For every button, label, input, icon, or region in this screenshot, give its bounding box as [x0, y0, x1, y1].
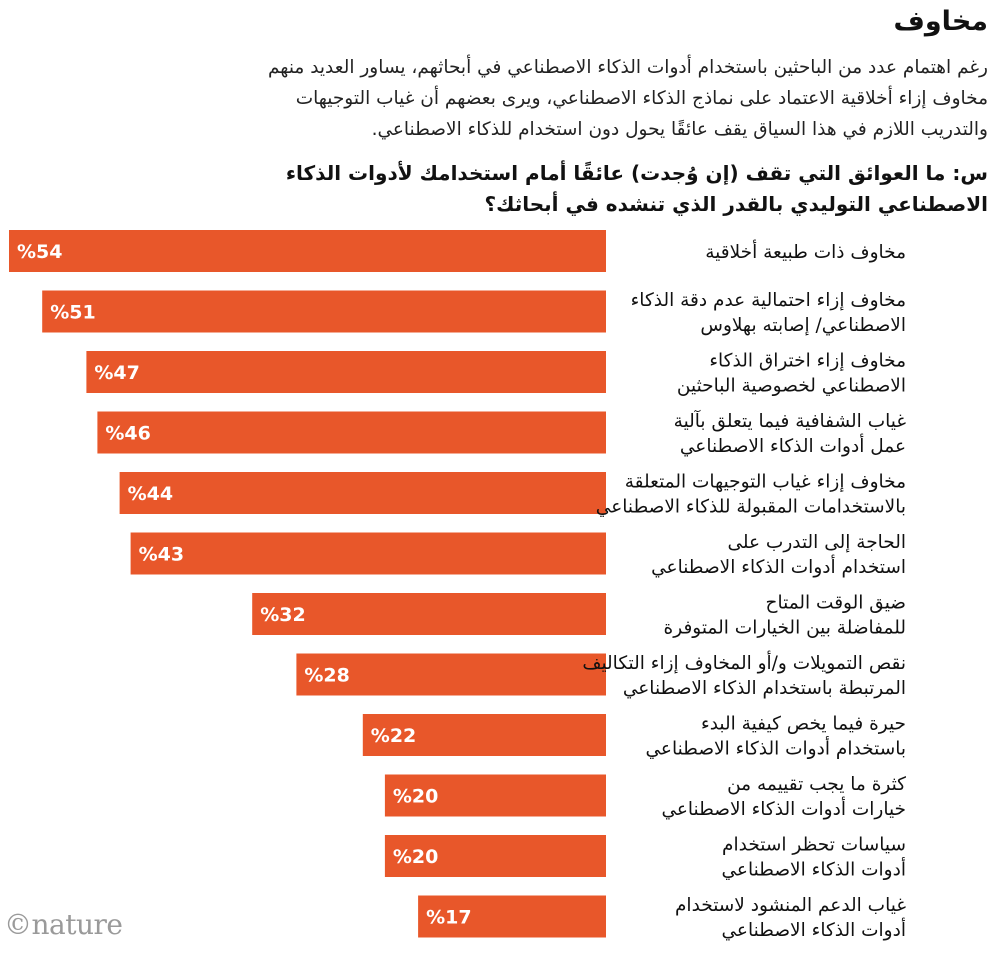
bar — [130, 532, 606, 575]
category-label: استخدام أدوات الذكاء الاصطناعي — [651, 554, 906, 578]
bar-value-label: %43 — [139, 544, 184, 566]
bar — [86, 351, 606, 393]
bar — [97, 411, 607, 454]
category-label: أدوات الذكاء الاصطناعي — [721, 857, 906, 881]
category-label: الاصطناعي لخصوصية الباحثين — [677, 376, 906, 397]
category-label: للمفاضلة بين الخيارات المتوفرة — [664, 618, 906, 639]
bar-value-label: %54 — [17, 241, 62, 263]
category-label: المرتبطة باستخدام الذكاء الاصطناعي — [623, 678, 906, 699]
chart-title: مخاوف — [893, 6, 988, 37]
bar — [9, 230, 606, 272]
bar — [119, 472, 606, 514]
bar-value-label: %44 — [128, 483, 173, 505]
bar — [384, 835, 606, 877]
category-label: ضيق الوقت المتاح — [766, 593, 906, 614]
category-label: غياب الشفافية فيما يتعلق بآلية — [674, 409, 907, 432]
category-label: سياسات تحظر استخدام — [722, 835, 906, 856]
chart-subtitle: رغم اهتمام عدد من الباحثين باستخدام أدوا… — [267, 57, 988, 140]
category-label: باستخدام أدوات الذكاء الاصطناعي — [645, 736, 906, 760]
bar — [42, 290, 606, 333]
bar-row: %51 مخاوف إزاء احتمالية عدم دقة الذكاء الا… — [42, 290, 906, 336]
category-label: كثرة ما يجب تقييمه من — [727, 774, 906, 795]
bar-row: %28 نقص التمويلات و/أو المخاوف إزاء التكا… — [296, 650, 906, 699]
bar — [296, 653, 606, 696]
bar-row: %47 مخاوف إزاء اختراق الذكاء الاصطناعي لخص… — [86, 351, 906, 397]
bar-row: %44 مخاوف إزاء غياب التوجيهات المتعلقة بال… — [119, 472, 906, 518]
category-label: خيارات أدوات الذكاء الاصطناعي — [661, 796, 906, 820]
category-label: غياب الدعم المنشود لاستخدام — [675, 895, 906, 916]
bar-value-label: %28 — [304, 665, 349, 687]
category-label: الحاجة إلى التدرب على — [727, 532, 906, 553]
category-label: عمل أدوات الذكاء الاصطناعي — [680, 433, 906, 457]
bar — [384, 774, 606, 817]
category-label: نقص التمويلات و/أو المخاوف إزاء التكاليف — [582, 650, 906, 674]
bar-value-label: %20 — [393, 786, 438, 808]
bar — [362, 714, 606, 756]
bar-value-label: %46 — [105, 423, 150, 445]
nature-logo: ©nature — [4, 908, 123, 941]
bar — [418, 895, 606, 938]
bar-value-label: %22 — [371, 725, 416, 747]
bar-row: %32 ضيق الوقت المتاح للمفاضلة بين الخيارات… — [252, 593, 906, 639]
bar-value-label: %47 — [94, 362, 139, 384]
category-label: أدوات الذكاء الاصطناعي — [721, 917, 906, 941]
bar-value-label: %32 — [260, 604, 305, 626]
category-label: الاصطناعي/ إصابته بهلاوس — [700, 315, 906, 336]
category-label: مخاوف إزاء احتمالية عدم دقة الذكاء — [631, 290, 906, 311]
category-label: حيرة فيما يخص كيفية البدء — [701, 714, 906, 735]
bar-value-label: %20 — [393, 846, 438, 868]
bar — [252, 593, 606, 635]
bar-value-label: %51 — [50, 302, 95, 324]
bar-value-label: %17 — [426, 907, 471, 929]
bar-row: %54 مخاوف ذات طبيعة أخلاقية — [9, 230, 906, 272]
category-label: بالاستخدامات المقبولة للذكاء الاصطناعي — [596, 497, 906, 518]
survey-question: س: ما العوائق التي تقف (إن وُجدت) عائقًا… — [285, 161, 988, 216]
category-label: مخاوف ذات طبيعة أخلاقية — [705, 239, 906, 263]
category-label: مخاوف إزاء غياب التوجيهات المتعلقة — [625, 472, 906, 493]
category-label: مخاوف إزاء اختراق الذكاء — [709, 351, 906, 372]
